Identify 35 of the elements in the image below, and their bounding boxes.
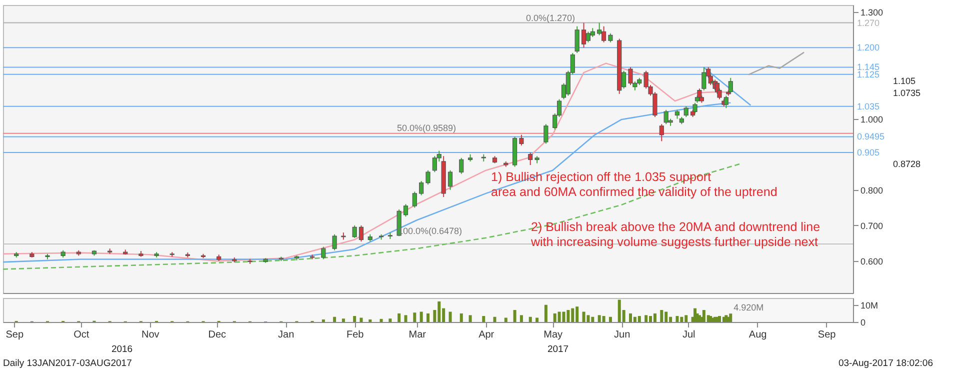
text: 03-Aug-2017 18:02:06 <box>838 358 933 369</box>
y-tick-label: 0.700 <box>860 220 884 231</box>
x-tick-label: Jul <box>682 330 696 340</box>
y-tick-label: 0.800 <box>860 185 884 196</box>
y-tick-label: 10M <box>860 300 878 310</box>
text: 0.8728 <box>893 159 921 169</box>
x-tick-label: Aug <box>748 330 767 340</box>
x-tick-label: Jun <box>614 330 630 340</box>
annotation: 50.0%(0.9589) <box>397 123 456 133</box>
annotation: 4.920M <box>734 302 764 313</box>
ref-line-label: 1.200 <box>857 42 880 53</box>
x-tick-label: Apr <box>478 330 495 340</box>
text: Daily 13JAN2017-03AUG2017 <box>3 358 132 369</box>
x-tick-label: Sep <box>818 330 836 340</box>
text: 2016 <box>111 344 133 355</box>
x-tick-label: Jan <box>278 330 294 340</box>
x-tick-label: Nov <box>141 330 160 340</box>
y-tick-label: 0 <box>860 318 866 328</box>
ref-line-label: 0.9495 <box>857 132 885 142</box>
text: 2017 <box>547 344 569 355</box>
ref-line-label: 1.270 <box>857 18 880 28</box>
x-tick-label: Dec <box>208 330 226 340</box>
y-tick-label: 0.600 <box>860 256 884 266</box>
y-tick-label: 1.300 <box>860 8 884 18</box>
x-tick-label: Mar <box>408 330 427 340</box>
x-tick-label: Oct <box>74 330 90 340</box>
x-tick-label: Sep <box>6 330 24 340</box>
ref-line-label: 0.905 <box>857 148 880 158</box>
ref-line-label: 1.035 <box>857 101 880 112</box>
y-tick-label: 1.000 <box>860 114 884 124</box>
text: 1.105 <box>893 76 916 86</box>
annotation: 0.0%(1.270) <box>526 13 576 23</box>
x-tick-label: May <box>544 330 563 340</box>
x-tick-label: Feb <box>346 330 364 340</box>
text: 1.0735 <box>893 88 921 98</box>
